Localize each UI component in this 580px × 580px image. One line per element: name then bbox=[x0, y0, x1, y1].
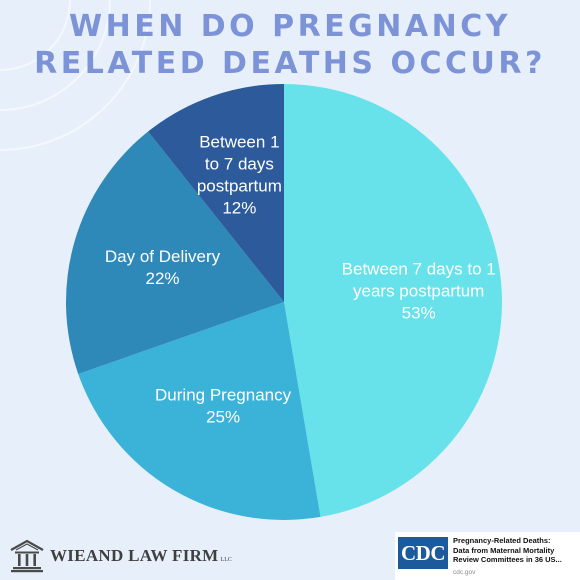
slice-value-label: 22% bbox=[145, 269, 179, 288]
source-title: Pregnancy-Related Deaths: Data from Mate… bbox=[453, 536, 562, 564]
slice-day-of-delivery bbox=[66, 131, 284, 375]
slice-category-label: Between 7 days to 1 bbox=[342, 260, 496, 279]
chart-title-line-2: RELATED DEATHS OCCUR? bbox=[34, 46, 546, 81]
slice-category-label: postpartum bbox=[197, 176, 282, 195]
slice-category-label: During Pregnancy bbox=[155, 385, 292, 404]
chart-title-line-1: WHEN DO PREGNANCY bbox=[69, 9, 511, 44]
slice-postpartum-7-days-to-1-year bbox=[284, 84, 502, 517]
firm-name: WIEAND LAW FIRM bbox=[50, 546, 219, 565]
slice-postpartum-1-to-7-days bbox=[148, 84, 284, 302]
slice-label: During Pregnancy 25% bbox=[155, 385, 292, 426]
courthouse-icon bbox=[10, 539, 44, 573]
slice-label: Between 7 days to 1 years postpartum 53% bbox=[342, 260, 496, 323]
slice-category-label: years postpartum bbox=[353, 282, 484, 301]
slice-category-label: Day of Delivery bbox=[105, 247, 221, 266]
slice-category-label: Between 1 bbox=[199, 132, 279, 151]
source-domain: cdc.gov bbox=[453, 569, 476, 576]
chart-title: WHEN DO PREGNANCY RELATED DEATHS OCCUR? bbox=[0, 8, 580, 82]
slice-category-label: to 7 days bbox=[205, 154, 274, 173]
slice-during-pregnancy bbox=[78, 302, 321, 520]
cdc-logo: CDC bbox=[398, 537, 448, 569]
slice-label: Between 1 to 7 days postpartum 12% bbox=[197, 132, 282, 217]
source-card[interactable]: CDC Pregnancy-Related Deaths: Data from … bbox=[395, 532, 580, 580]
slice-value-label: 12% bbox=[222, 198, 256, 217]
slice-label: Day of Delivery 22% bbox=[105, 247, 221, 288]
firm-suffix: LLC bbox=[220, 557, 232, 563]
slice-value-label: 25% bbox=[206, 407, 240, 426]
slice-value-label: 53% bbox=[402, 304, 436, 323]
firm-logo: WIEAND LAW FIRM LLC bbox=[8, 538, 232, 574]
